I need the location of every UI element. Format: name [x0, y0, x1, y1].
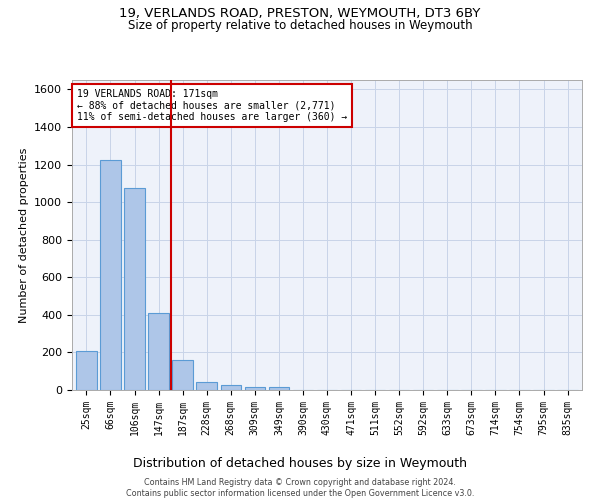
Bar	[76, 352, 97, 390]
Text: Size of property relative to detached houses in Weymouth: Size of property relative to detached ho…	[128, 18, 472, 32]
Text: 19, VERLANDS ROAD, PRESTON, WEYMOUTH, DT3 6BY: 19, VERLANDS ROAD, PRESTON, WEYMOUTH, DT…	[119, 8, 481, 20]
Bar	[221, 385, 241, 390]
Bar	[100, 160, 121, 390]
Bar	[124, 188, 145, 390]
Bar	[196, 382, 217, 390]
Text: Contains HM Land Registry data © Crown copyright and database right 2024.
Contai: Contains HM Land Registry data © Crown c…	[126, 478, 474, 498]
Bar	[148, 313, 169, 390]
Bar	[172, 360, 193, 390]
Text: Distribution of detached houses by size in Weymouth: Distribution of detached houses by size …	[133, 458, 467, 470]
Bar	[269, 388, 289, 390]
Bar	[245, 386, 265, 390]
Text: 19 VERLANDS ROAD: 171sqm
← 88% of detached houses are smaller (2,771)
11% of sem: 19 VERLANDS ROAD: 171sqm ← 88% of detach…	[77, 90, 347, 122]
Y-axis label: Number of detached properties: Number of detached properties	[19, 148, 29, 322]
